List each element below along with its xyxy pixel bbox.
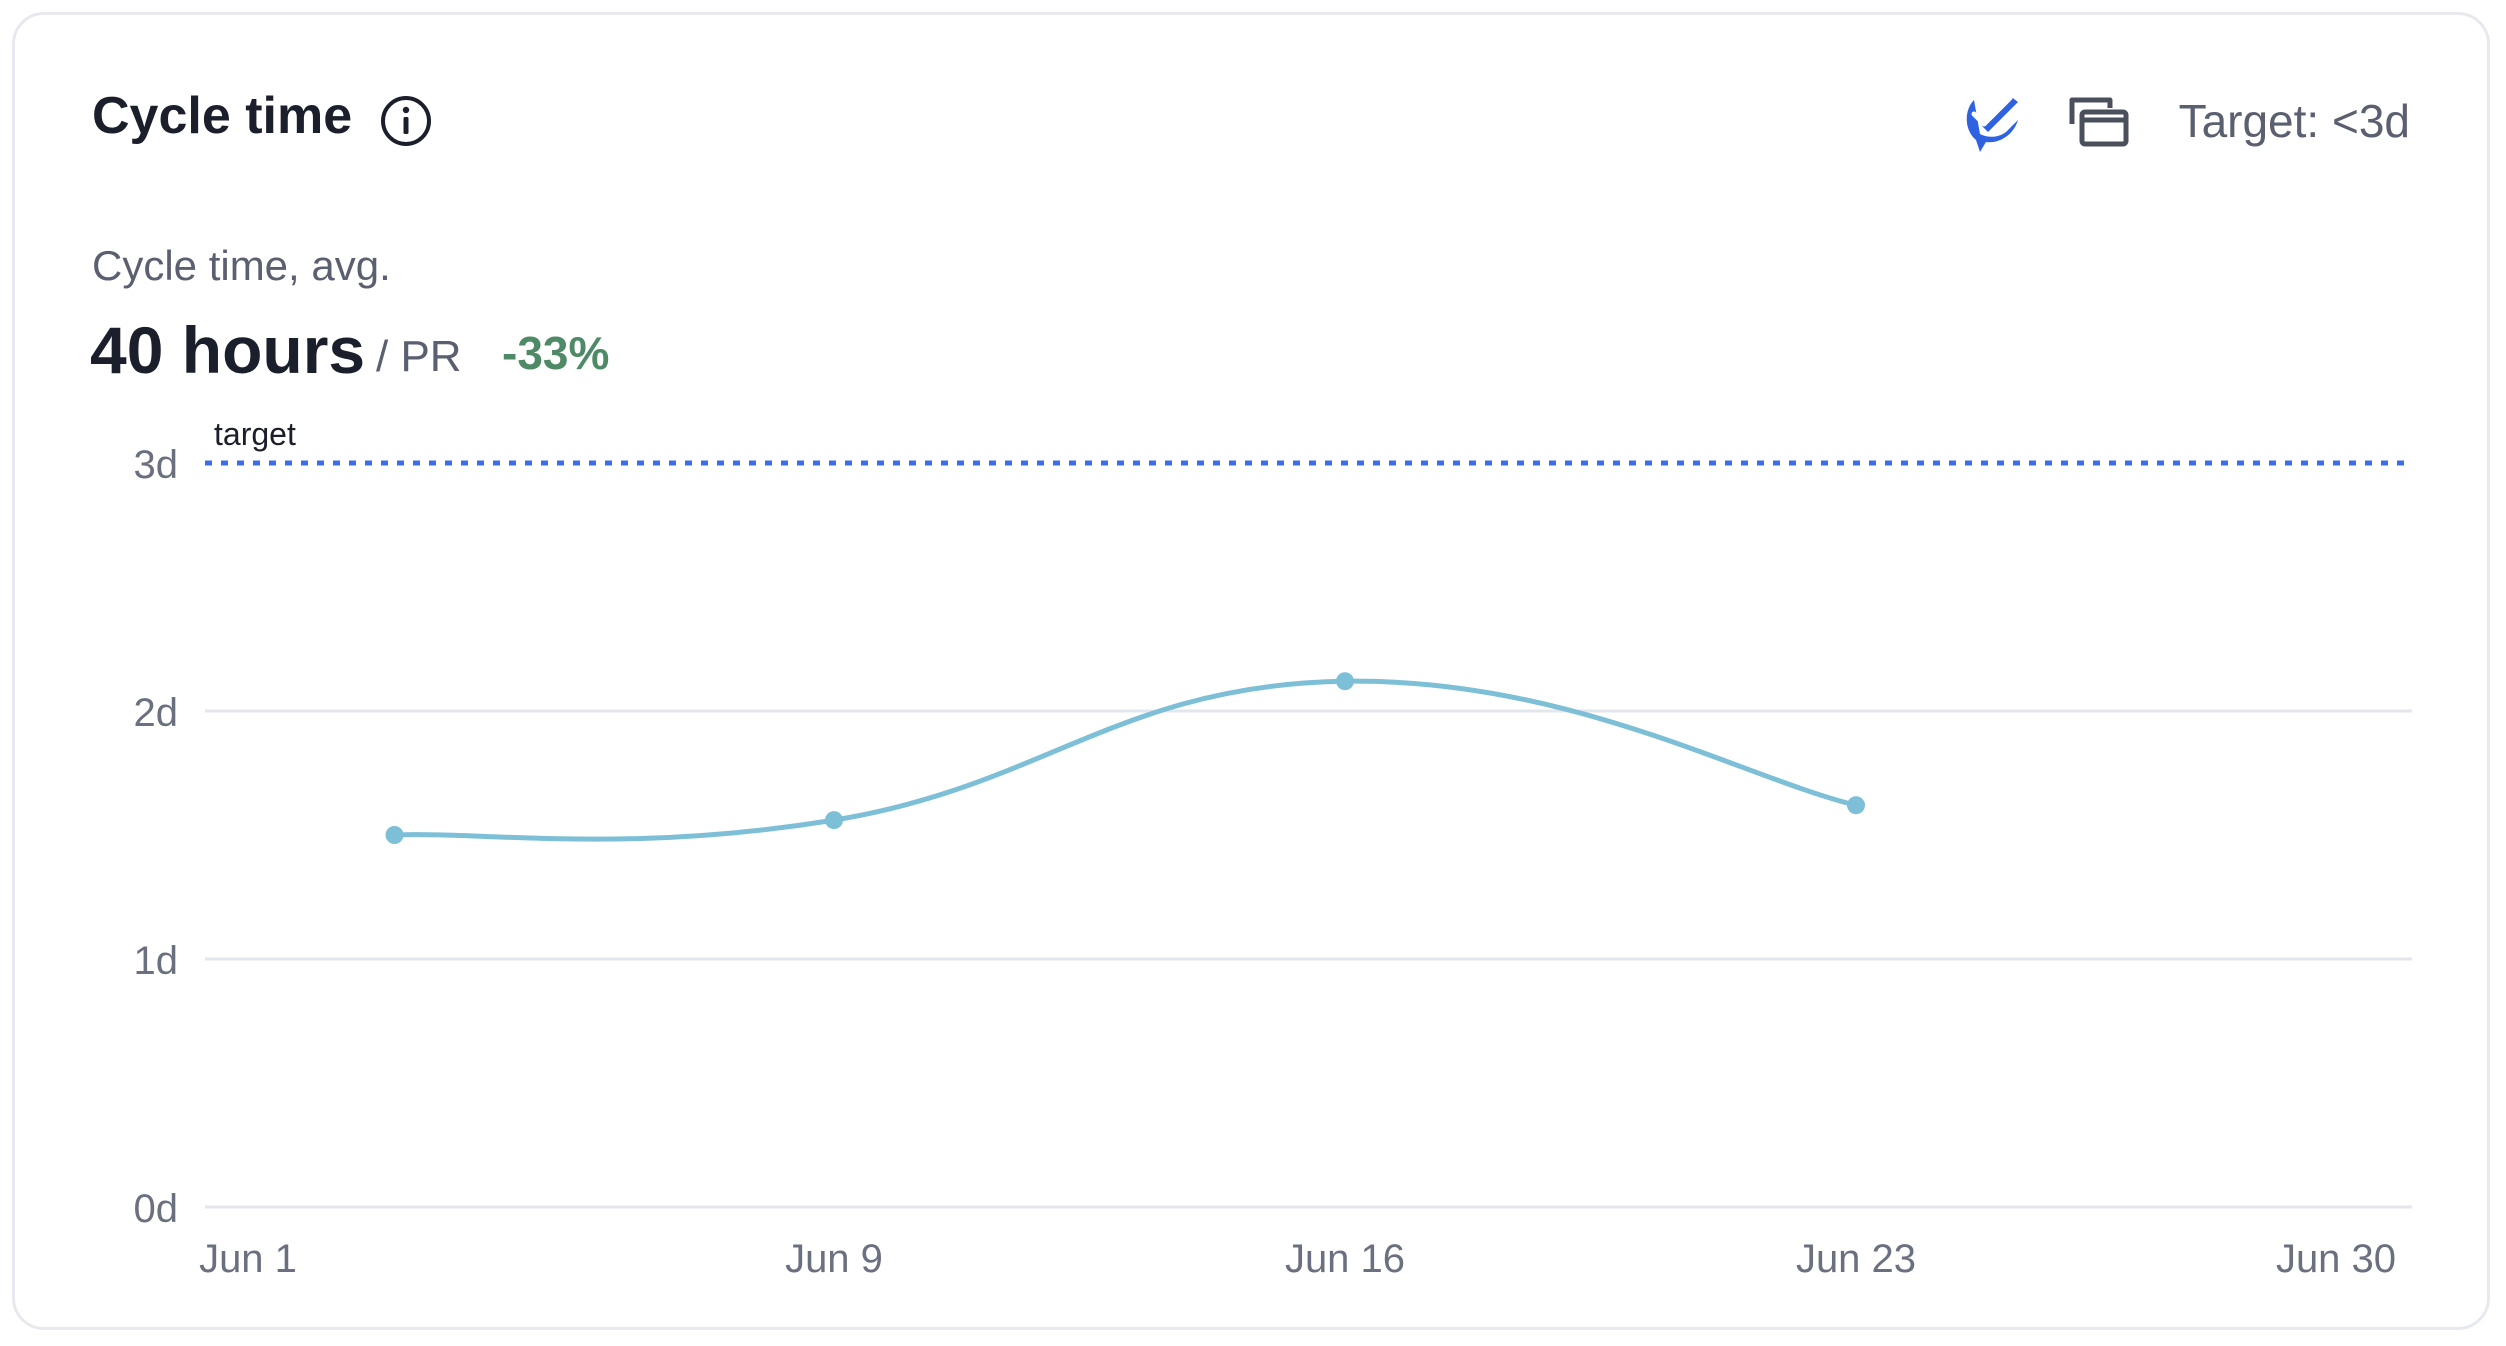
y-tick-label: 2d (134, 691, 179, 735)
series-line (392, 678, 1859, 842)
metric-delta: -33% (502, 327, 610, 379)
x-tick-label: Jun 9 (785, 1237, 883, 1281)
metric-value: 40 hours (90, 313, 366, 387)
metric-unit: / PR (376, 332, 462, 381)
target-line-label: target (214, 416, 296, 452)
target-label: Target: <3d (2178, 95, 2410, 147)
brand-logo-icon (1966, 95, 2018, 152)
data-point (385, 826, 404, 844)
data-point (1847, 796, 1865, 815)
card-title: Cycle time (92, 87, 353, 145)
data-point (825, 811, 843, 830)
metric-label: Cycle time, avg. (92, 242, 391, 289)
x-tick-label: Jun 16 (1285, 1237, 1405, 1281)
y-tick-label: 3d (134, 443, 179, 487)
x-tick-label: Jun 23 (1796, 1237, 1916, 1281)
y-tick-label: 1d (134, 939, 179, 983)
y-tick-label: 0d (134, 1187, 179, 1231)
info-icon[interactable] (380, 95, 432, 147)
x-tick-label: Jun 30 (2276, 1237, 2396, 1281)
x-tick-label: Jun 1 (199, 1237, 297, 1281)
data-point (1336, 672, 1354, 691)
cycle-time-card (12, 12, 2490, 1330)
compare-windows-icon[interactable] (2066, 94, 2132, 150)
